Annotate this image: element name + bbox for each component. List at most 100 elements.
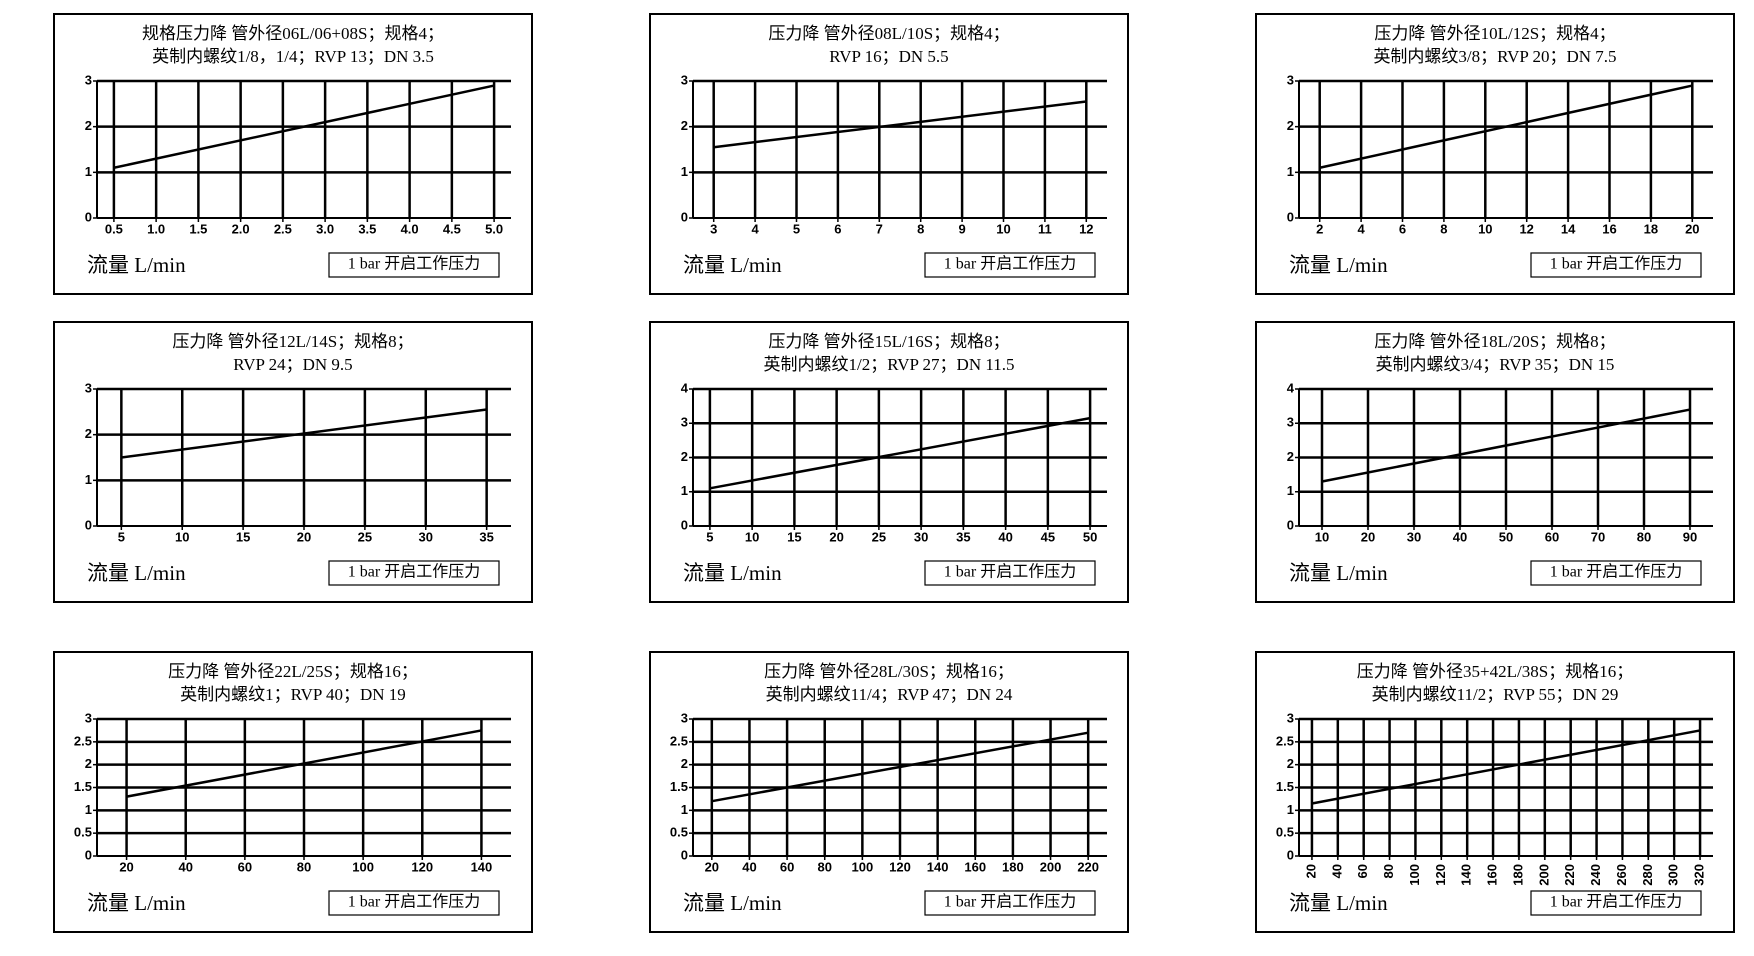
y-tick-label: 0 <box>1287 847 1294 862</box>
x-tick-label: 11 <box>1038 221 1052 236</box>
x-tick-label: 3 <box>710 221 717 236</box>
annotation-box <box>1530 252 1702 278</box>
x-tick-label: 1.5 <box>189 221 207 236</box>
chart-title: 压力降 管外径08L/10S；规格4； <box>768 24 1009 43</box>
panel-border <box>1255 651 1735 933</box>
x-tick-label: 320 <box>1692 864 1707 886</box>
y-tick-label: 1.5 <box>670 779 688 794</box>
x-tick-label: 80 <box>817 859 831 874</box>
x-tick-label: 40 <box>742 859 756 874</box>
chart-title: 英制内螺纹1；RVP 40；DN 19 <box>180 685 406 704</box>
x-tick-label: 50 <box>1499 529 1513 544</box>
annotation-box <box>1530 560 1702 586</box>
chart-title: 英制内螺纹11/4；RVP 47；DN 24 <box>766 685 1013 704</box>
y-tick-label: 2.5 <box>74 733 92 748</box>
x-tick-label: 45 <box>1041 529 1055 544</box>
chart-title: 压力降 管外径12L/14S；规格8； <box>172 332 413 351</box>
chart-title: 英制内螺纹11/2；RVP 55；DN 29 <box>1372 685 1619 704</box>
x-tick-label: 120 <box>1433 864 1448 886</box>
chart-title: RVP 24；DN 9.5 <box>233 355 352 374</box>
x-tick-label: 8 <box>1440 221 1447 236</box>
x-tick-label: 220 <box>1562 864 1577 886</box>
x-tick-label: 4 <box>751 221 759 236</box>
chart-title: 英制内螺纹3/4；RVP 35；DN 15 <box>1376 355 1615 374</box>
x-axis-label: 流量 L/min <box>683 891 782 915</box>
x-axis-label: 流量 L/min <box>87 253 186 277</box>
chart-title: 规格压力降 管外径06L/06+08S；规格4； <box>142 24 444 43</box>
y-tick-label: 1 <box>85 164 92 179</box>
y-tick-label: 3 <box>1287 72 1294 87</box>
x-tick-label: 80 <box>297 859 311 874</box>
y-tick-label: 0.5 <box>670 825 688 840</box>
x-tick-label: 25 <box>872 529 886 544</box>
y-tick-label: 0 <box>85 517 92 532</box>
x-tick-label: 40 <box>998 529 1012 544</box>
x-tick-label: 60 <box>780 859 794 874</box>
x-tick-label: 60 <box>238 859 252 874</box>
y-tick-label: 4 <box>681 380 689 395</box>
y-tick-label: 3 <box>681 72 688 87</box>
annotation: 1 bar 开启工作压力 <box>944 255 1076 273</box>
y-tick-label: 3 <box>681 710 688 725</box>
x-tick-label: 20 <box>1303 864 1318 878</box>
x-tick-label: 35 <box>479 529 493 544</box>
annotation-box <box>924 890 1096 916</box>
x-tick-label: 260 <box>1614 864 1629 886</box>
data-line <box>713 100 1087 149</box>
x-tick-label: 100 <box>352 859 374 874</box>
chart-panel: 压力降 管外径28L/30S；规格16； 英制内螺纹11/4；RVP 47；DN … <box>649 651 1129 933</box>
x-tick-label: 120 <box>889 859 911 874</box>
x-tick-label: 30 <box>419 529 433 544</box>
chart-panel: 压力降 管外径18L/20S；规格8； 英制内螺纹3/4；RVP 35；DN 15… <box>1255 321 1735 603</box>
annotation-box <box>328 890 500 916</box>
chart-title: 压力降 管外径28L/30S；规格16； <box>764 662 1014 681</box>
x-tick-label: 80 <box>1381 864 1396 878</box>
annotation: 1 bar 开启工作压力 <box>348 255 480 273</box>
annotation-box <box>328 252 500 278</box>
y-tick-label: 0 <box>1287 517 1294 532</box>
annotation: 1 bar 开启工作压力 <box>1550 893 1682 911</box>
x-tick-label: 60 <box>1355 864 1370 878</box>
y-tick-label: 1 <box>1287 483 1294 498</box>
x-tick-label: 80 <box>1637 529 1651 544</box>
chart-panel: 压力降 管外径22L/25S；规格16； 英制内螺纹1；RVP 40；DN 19 0… <box>53 651 533 933</box>
x-tick-label: 200 <box>1040 859 1062 874</box>
x-tick-label: 15 <box>787 529 801 544</box>
x-tick-label: 8 <box>917 221 924 236</box>
y-tick-label: 3 <box>1287 415 1294 430</box>
x-tick-label: 14 <box>1561 221 1576 236</box>
y-tick-label: 0 <box>681 209 688 224</box>
x-axis-label: 流量 L/min <box>1289 253 1388 277</box>
data-line <box>113 84 495 169</box>
y-tick-label: 0 <box>681 517 688 532</box>
y-tick-label: 2 <box>681 118 688 133</box>
x-tick-label: 20 <box>1685 221 1699 236</box>
x-tick-label: 25 <box>358 529 372 544</box>
x-axis-label: 流量 L/min <box>87 891 186 915</box>
x-axis-label: 流量 L/min <box>1289 891 1388 915</box>
y-tick-label: 0.5 <box>74 825 92 840</box>
chart-panel: 压力降 管外径35+42L/38S；规格16； 英制内螺纹11/2；RVP 55；… <box>1255 651 1735 933</box>
x-tick-label: 10 <box>996 221 1010 236</box>
annotation: 1 bar 开启工作压力 <box>348 563 480 581</box>
x-tick-label: 4 <box>1357 221 1365 236</box>
data-line <box>1311 729 1701 805</box>
x-tick-label: 120 <box>411 859 433 874</box>
y-tick-label: 2 <box>85 426 92 441</box>
chart-title: 英制内螺纹1/8，1/4；RVP 13；DN 3.5 <box>152 47 434 66</box>
y-tick-label: 0 <box>681 847 688 862</box>
y-tick-label: 2 <box>1287 449 1294 464</box>
panel-border <box>53 321 533 603</box>
x-tick-label: 12 <box>1519 221 1533 236</box>
panel-border <box>649 13 1129 295</box>
y-tick-label: 1 <box>85 802 92 817</box>
x-axis-label: 流量 L/min <box>683 253 782 277</box>
x-tick-label: 5.0 <box>485 221 503 236</box>
x-tick-label: 6 <box>834 221 841 236</box>
x-tick-label: 1.0 <box>147 221 165 236</box>
x-tick-label: 100 <box>1407 864 1422 886</box>
chart-title: RVP 16；DN 5.5 <box>829 47 948 66</box>
x-tick-label: 300 <box>1666 864 1681 886</box>
